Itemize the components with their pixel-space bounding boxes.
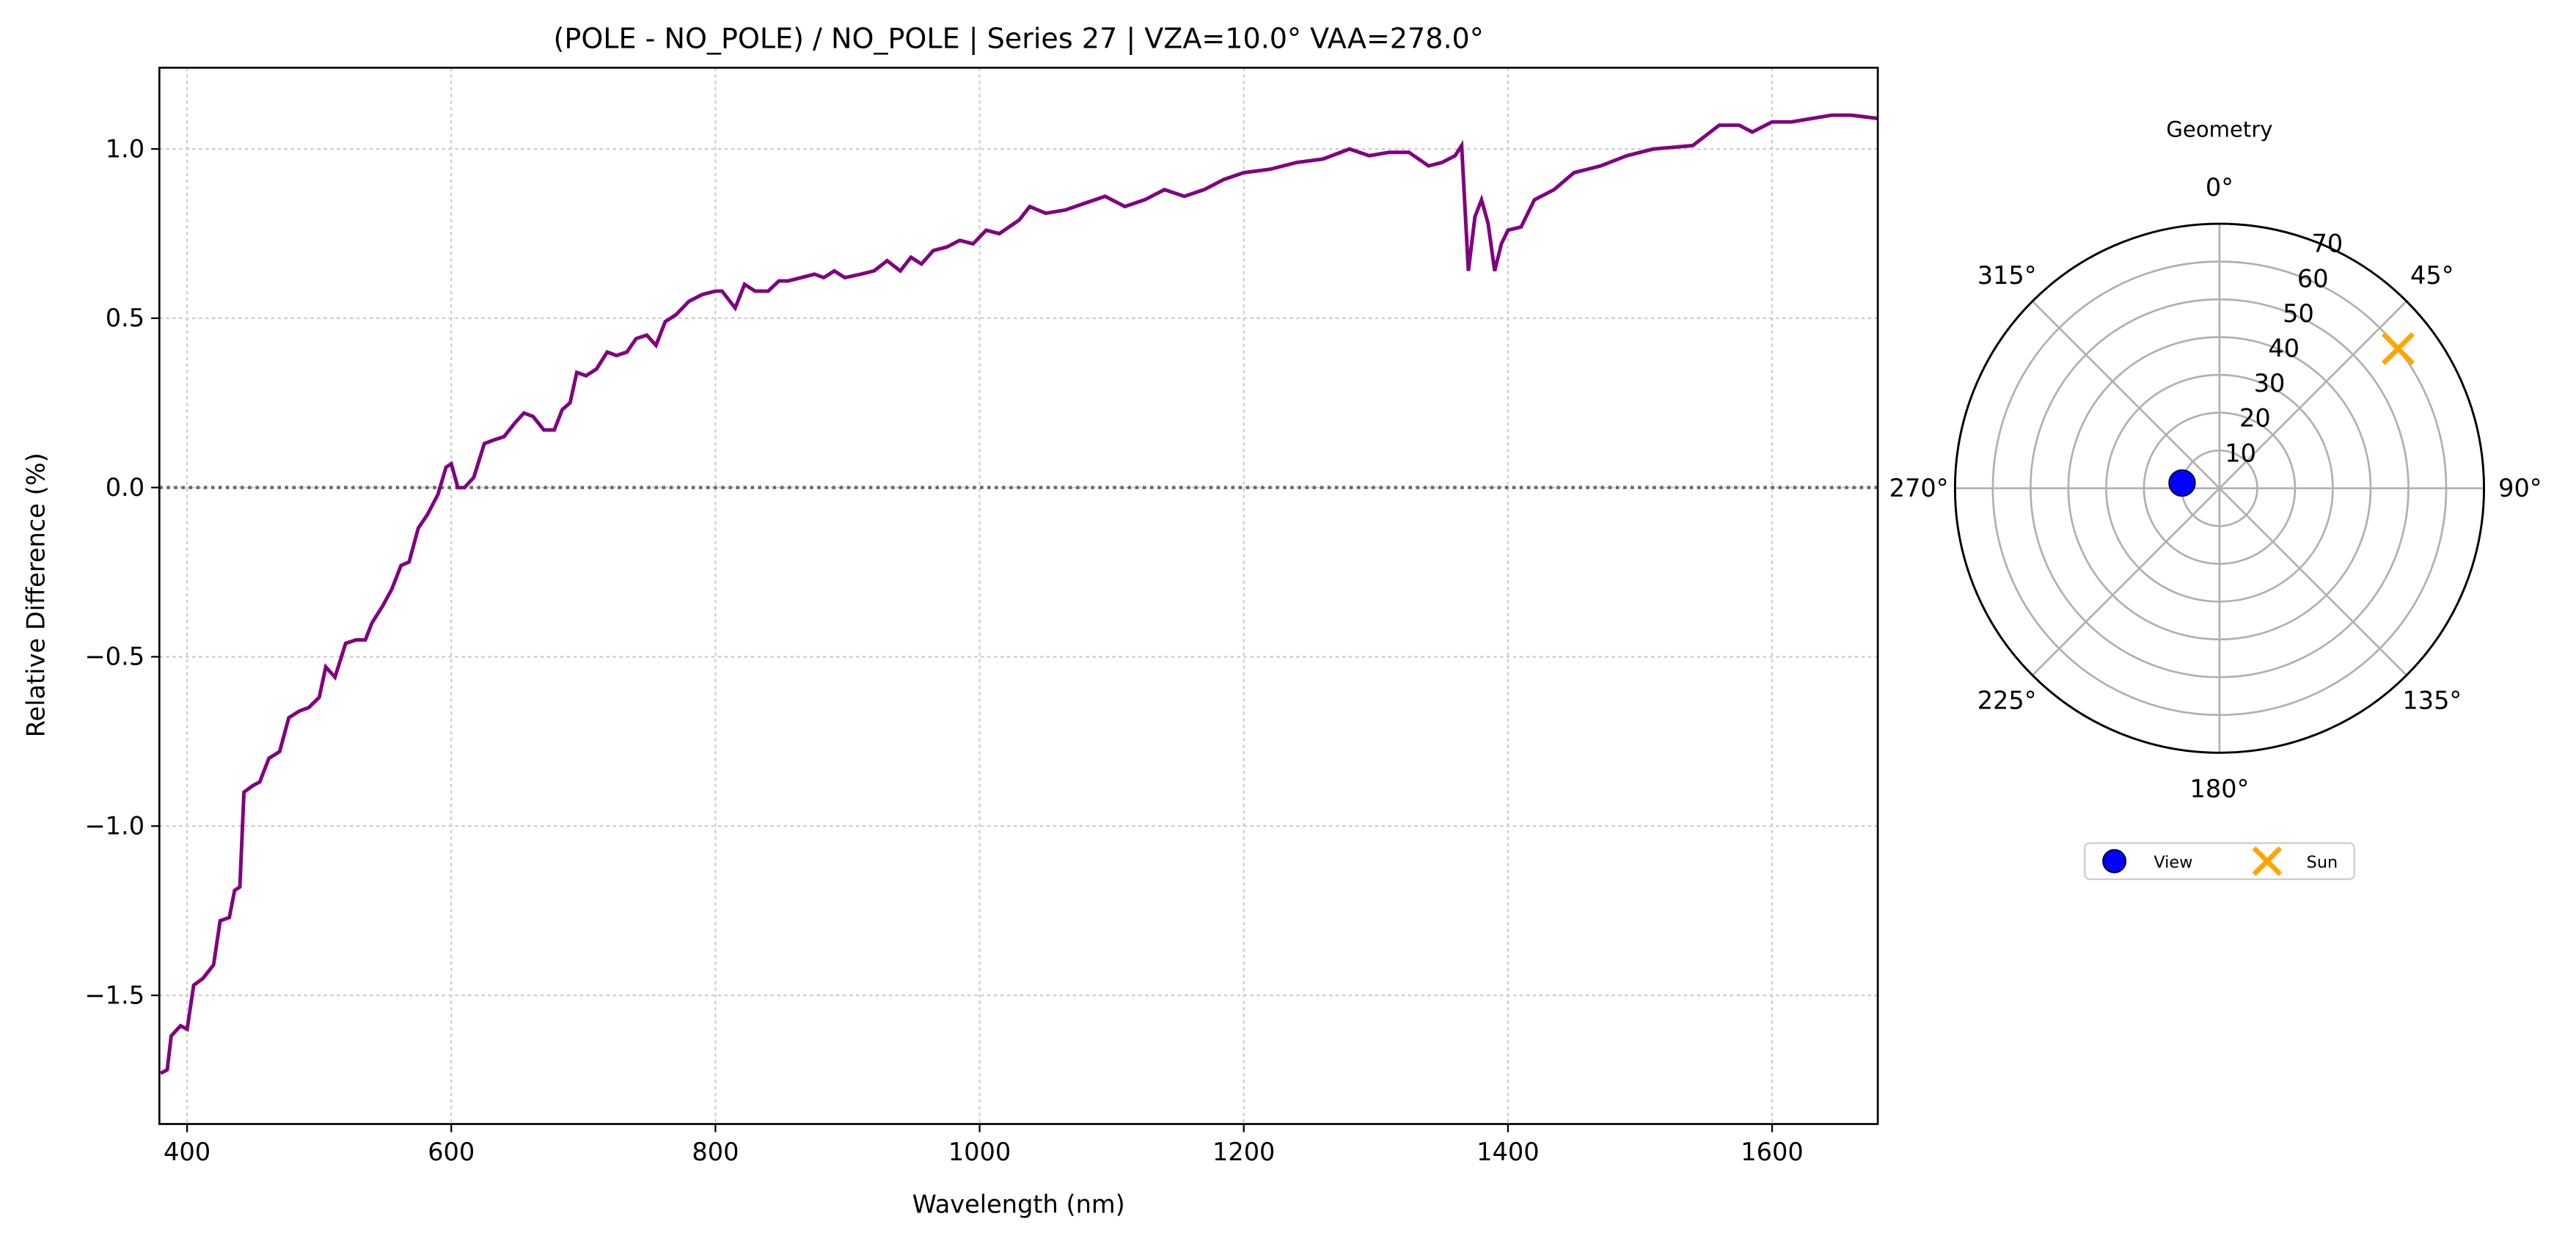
y-tick-label: −1.0	[85, 811, 145, 840]
legend: View Sun	[2084, 842, 2355, 880]
theta-label: 0°	[2206, 173, 2233, 202]
angular-gridline	[2219, 487, 2407, 676]
x-tick-label: 1400	[1477, 1138, 1539, 1166]
legend-sun-marker	[2252, 846, 2283, 876]
theta-label: 270°	[1889, 474, 1949, 502]
legend-sun-label: Sun	[2307, 853, 2338, 872]
theta-label: 90°	[2498, 474, 2542, 502]
polar-frame	[1953, 222, 2486, 754]
theta-label: 135°	[2402, 687, 2462, 715]
polar-title: Geometry	[2166, 117, 2272, 142]
r-label: 10	[2225, 439, 2256, 467]
y-axis: −1.5 −1.0 −0.5 0.0 0.5 1.0	[85, 134, 160, 1009]
x-axis-label: Wavelength (nm)	[912, 1190, 1125, 1218]
x-tick-label: 600	[428, 1138, 475, 1166]
y-tick-label: 1.0	[106, 134, 144, 163]
x-axis: 400 600 800 1000 1200 1400 1600	[164, 1124, 1804, 1166]
x-tick-label: 800	[692, 1138, 739, 1166]
x-tick-label: 400	[164, 1138, 211, 1166]
angular-gridline	[2032, 300, 2220, 489]
r-label: 40	[2268, 334, 2299, 363]
y-tick-label: −1.5	[85, 981, 145, 1009]
legend-view-label: View	[2154, 853, 2192, 872]
legend-view-marker	[2102, 849, 2127, 874]
r-label: 70	[2312, 230, 2343, 258]
r-label: 50	[2283, 299, 2314, 328]
x-tick-label: 1200	[1212, 1138, 1275, 1166]
sun-marker	[2381, 332, 2415, 365]
y-axis-label: Relative Difference (%)	[21, 453, 50, 737]
theta-label: 180°	[2190, 775, 2250, 803]
plot-frame	[158, 66, 1879, 1125]
r-label: 20	[2239, 404, 2271, 433]
theta-label: 315°	[1977, 261, 2037, 290]
view-marker	[2168, 469, 2196, 497]
y-tick-label: −0.5	[85, 643, 145, 671]
r-label: 30	[2254, 369, 2286, 398]
y-tick-label: 0.0	[106, 473, 144, 502]
x-tick-label: 1000	[948, 1138, 1011, 1166]
chart-title: (POLE - NO_POLE) / NO_POLE | Series 27 |…	[554, 22, 1484, 54]
theta-label: 45°	[2410, 261, 2454, 290]
angular-gridline	[2032, 487, 2220, 676]
r-label: 60	[2297, 264, 2329, 293]
polar-plot: 0° 45° 90° 135° 180° 225° 270° 315° 10 20 30 40 50 60…	[1889, 173, 2542, 803]
y-tick-label: 0.5	[106, 304, 144, 332]
series-line	[159, 113, 1878, 1075]
grid	[159, 67, 1878, 1124]
x-tick-label: 1600	[1741, 1138, 1803, 1166]
theta-label: 225°	[1977, 687, 2037, 715]
angular-gridline	[2219, 300, 2407, 489]
